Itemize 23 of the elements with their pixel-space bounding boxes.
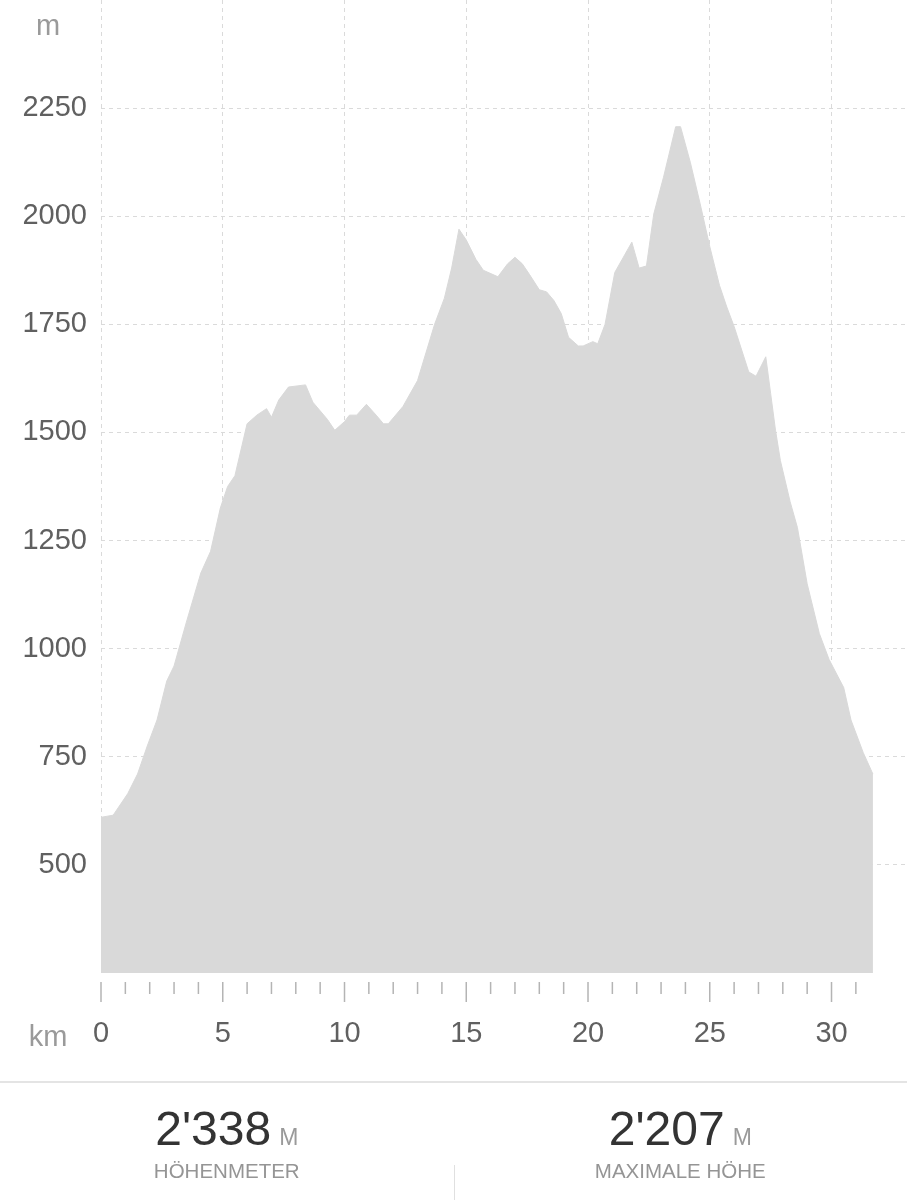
y-tick-label: 1750 [22, 306, 87, 339]
x-tick-label: 20 [571, 1016, 605, 1049]
y-tick-label: 750 [38, 738, 87, 771]
y-axis-title: m [35, 9, 61, 41]
text: 2'207 [608, 1102, 725, 1155]
y-tick-label: 1250 [22, 522, 87, 555]
x-tick-label: 5 [214, 1016, 231, 1049]
x-tick-label: 15 [450, 1016, 483, 1049]
x-tick-label: 25 [693, 1016, 726, 1049]
x-tick-label: 0 [92, 1016, 110, 1049]
y-tick-label: 2250 [22, 90, 87, 123]
x-tick-label: 10 [328, 1016, 361, 1049]
text: HÖHENMETER [152, 1159, 301, 1182]
y-tick-label: 1500 [22, 414, 87, 447]
y-tick-label: 500 [38, 846, 87, 879]
y-tick-label: 2000 [22, 198, 87, 231]
y-tick-label: 1000 [22, 630, 87, 663]
x-tick-label: 30 [815, 1016, 848, 1049]
text: 2'338 [155, 1102, 272, 1155]
text: M [732, 1124, 752, 1150]
text: M [279, 1124, 299, 1150]
text: MAXIMALE HÖHE [593, 1159, 767, 1182]
x-axis-title: km [28, 1020, 68, 1052]
